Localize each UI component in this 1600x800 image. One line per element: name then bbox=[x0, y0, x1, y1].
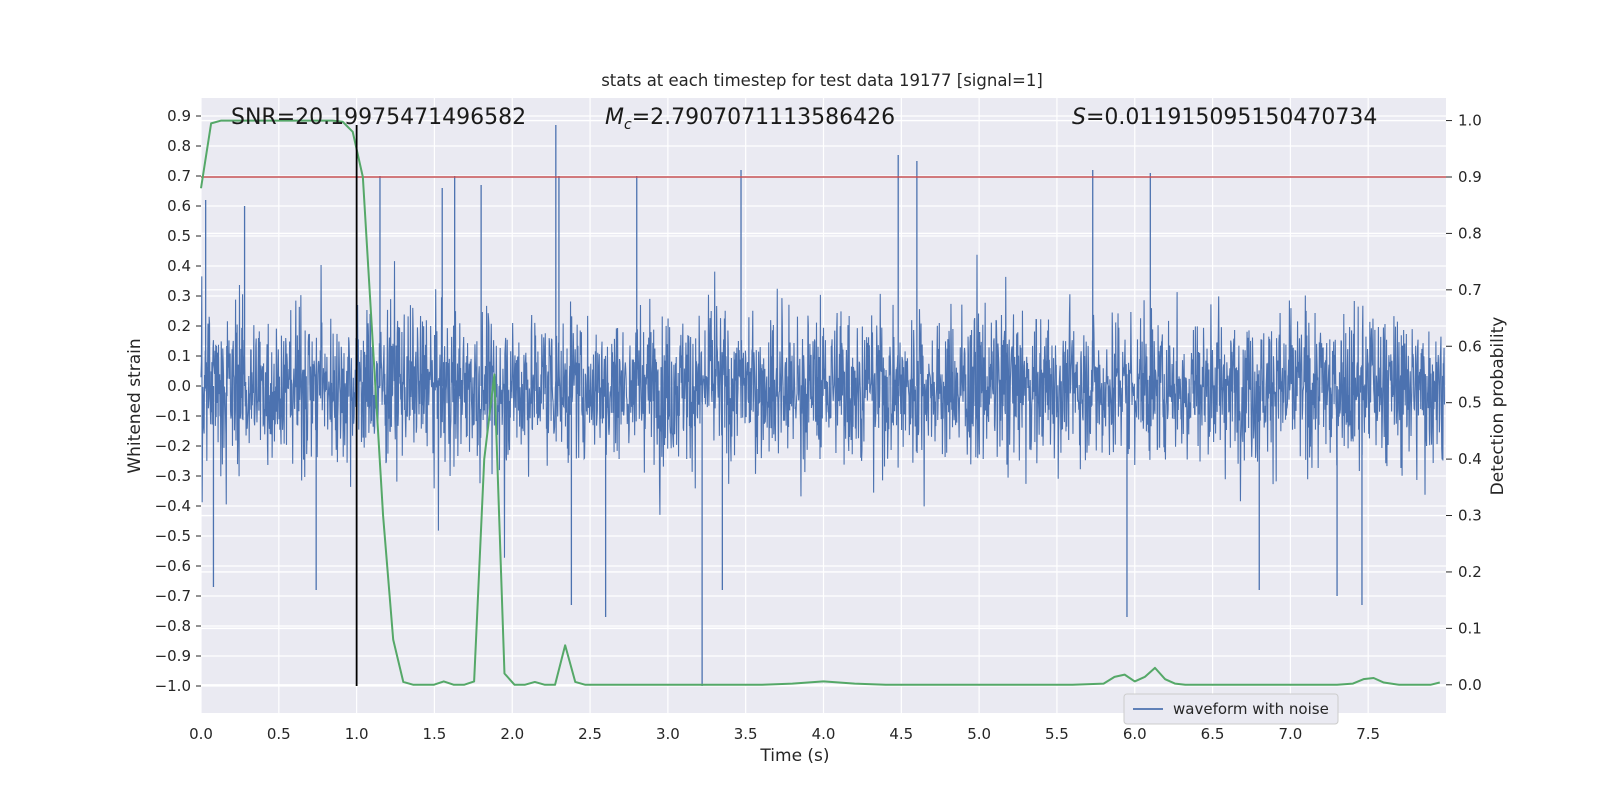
x-tick-label: 0.0 bbox=[189, 725, 213, 743]
x-tick-label: 5.5 bbox=[1045, 725, 1069, 743]
y-left-tick-label: 0.4 bbox=[167, 257, 191, 275]
x-axis-label: Time (s) bbox=[759, 746, 829, 766]
y-left-tick-label: −0.2 bbox=[155, 437, 191, 455]
chart-title: stats at each timestep for test data 191… bbox=[601, 71, 1043, 90]
y-left-tick-label: 0.0 bbox=[167, 377, 191, 395]
y-right-tick-label: 0.7 bbox=[1458, 281, 1482, 299]
y-right-tick-label: 0.9 bbox=[1458, 168, 1482, 186]
x-tick-label: 3.5 bbox=[734, 725, 758, 743]
y-left-tick-label: 0.2 bbox=[167, 317, 191, 335]
x-tick-label: 3.0 bbox=[656, 725, 680, 743]
y-axis-left-label: Whitened strain bbox=[125, 338, 145, 473]
x-tick-label: 6.5 bbox=[1201, 725, 1225, 743]
y-left-tick-label: −0.9 bbox=[155, 647, 191, 665]
s-annotation: S=0.011915095150470734 bbox=[1072, 105, 1377, 130]
y-left-tick-label: −0.4 bbox=[155, 497, 191, 515]
y-left-tick-label: −0.3 bbox=[155, 467, 191, 485]
waveform-trace bbox=[200, 254, 1445, 558]
legend-label-waveform: waveform with noise bbox=[1173, 700, 1329, 718]
s-symbol: S bbox=[1072, 105, 1086, 130]
y-axis-right-ticks: 0.0 0.1 0.2 0.3 0.4 0.5 0.6 0.7 0.8 0.9 1.0 bbox=[1446, 112, 1482, 694]
y-axis-left-ticks: −1.0 −0.9 −0.8 −0.7 −0.6 −0.5 −0.4 −0.3 −0.2 −0.1… bbox=[155, 107, 201, 695]
x-axis-ticks: 0.0 0.5 1.0 1.5 2.0 2.5 3.0 3.5 4.0 4.5 5.0 5.5 6.0 6… bbox=[189, 725, 1380, 743]
x-tick-label: 2.0 bbox=[500, 725, 524, 743]
y-right-tick-label: 0.5 bbox=[1458, 394, 1482, 412]
chirp-mass-annotation: Mc=2.7907071113586426 bbox=[605, 105, 895, 133]
x-tick-label: 1.5 bbox=[423, 725, 447, 743]
y-left-tick-label: −0.6 bbox=[155, 557, 191, 575]
series-detection-probability bbox=[200, 119, 1441, 686]
legend: waveform with noise bbox=[1123, 693, 1339, 725]
x-tick-label: 1.0 bbox=[345, 725, 369, 743]
x-tick-label: 5.0 bbox=[967, 725, 991, 743]
x-tick-label: 0.5 bbox=[267, 725, 291, 743]
y-right-tick-label: 0.3 bbox=[1458, 507, 1482, 525]
y-right-tick-label: 0.2 bbox=[1458, 563, 1482, 581]
y-left-tick-label: 0.5 bbox=[167, 227, 191, 245]
x-tick-label: 6.0 bbox=[1123, 725, 1147, 743]
y-left-tick-label: −0.5 bbox=[155, 527, 191, 545]
y-left-tick-label: 0.7 bbox=[167, 167, 191, 185]
x-tick-label: 7.5 bbox=[1356, 725, 1380, 743]
y-left-tick-label: −0.8 bbox=[155, 617, 191, 635]
y-right-tick-label: 0.0 bbox=[1458, 676, 1482, 694]
chirp-mass-value: =2.7907071113586426 bbox=[632, 105, 895, 130]
series-waveform-with-noise bbox=[200, 125, 1445, 686]
y-right-tick-label: 0.8 bbox=[1458, 224, 1482, 242]
x-tick-label: 4.0 bbox=[812, 725, 836, 743]
chirp-mass-symbol: M bbox=[605, 105, 624, 130]
y-right-tick-label: 0.6 bbox=[1458, 337, 1482, 355]
y-left-tick-label: −0.7 bbox=[155, 587, 191, 605]
x-tick-label: 2.5 bbox=[578, 725, 602, 743]
y-right-tick-label: 0.1 bbox=[1458, 619, 1482, 637]
y-left-tick-label: 0.9 bbox=[167, 107, 191, 125]
legend-box bbox=[1123, 693, 1339, 725]
y-left-tick-label: 0.3 bbox=[167, 287, 191, 305]
y-left-tick-label: −0.1 bbox=[155, 407, 191, 425]
y-left-tick-label: 0.8 bbox=[167, 137, 191, 155]
snr-annotation: SNR=20.19975471496582 bbox=[231, 105, 526, 130]
y-left-tick-label: 0.1 bbox=[167, 347, 191, 365]
y-left-tick-label: −1.0 bbox=[155, 677, 191, 695]
x-tick-label: 4.5 bbox=[889, 725, 913, 743]
y-axis-right-label: Detection probability bbox=[1488, 317, 1508, 496]
s-value: =0.011915095150470734 bbox=[1086, 105, 1377, 130]
y-right-tick-label: 1.0 bbox=[1458, 112, 1482, 130]
y-left-tick-label: 0.6 bbox=[167, 197, 191, 215]
chirp-mass-subscript: c bbox=[624, 117, 632, 133]
y-right-tick-label: 0.4 bbox=[1458, 450, 1482, 468]
x-tick-label: 7.0 bbox=[1278, 725, 1302, 743]
